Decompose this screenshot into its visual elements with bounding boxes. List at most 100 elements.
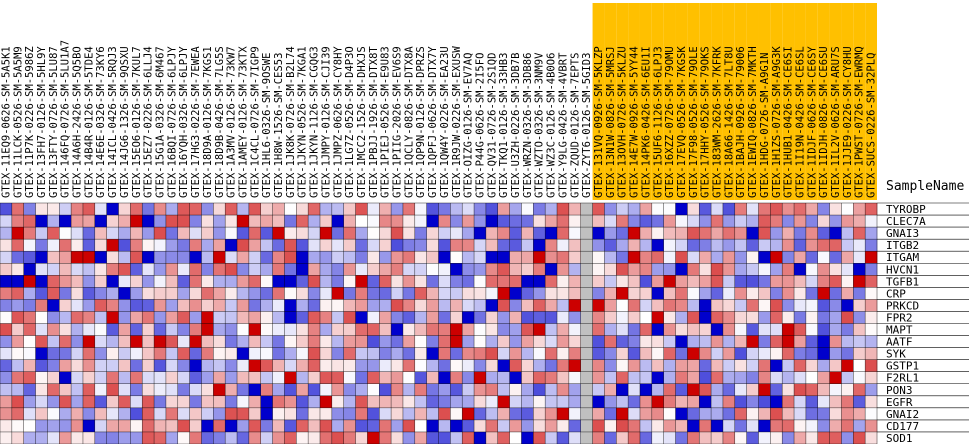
heatmap-cell bbox=[94, 431, 107, 444]
heatmap-cell bbox=[189, 395, 202, 409]
heatmap-cell bbox=[130, 215, 143, 228]
heatmap-cell bbox=[355, 335, 368, 348]
heatmap-cell bbox=[794, 203, 807, 216]
heatmap-cell bbox=[651, 359, 664, 372]
sample-label: GTEX-1QCLY-0826-SM-DTX8A bbox=[403, 46, 415, 198]
heatmap-cell bbox=[497, 251, 510, 264]
heatmap-cell bbox=[106, 395, 119, 409]
sample-highlight-bg bbox=[746, 3, 759, 200]
heatmap-cell bbox=[758, 347, 771, 360]
heatmap-cell bbox=[841, 359, 854, 372]
heatmap-cell bbox=[782, 323, 795, 336]
heatmap-cell bbox=[414, 263, 427, 276]
heatmap-cell bbox=[189, 323, 202, 336]
heatmap-cell bbox=[533, 407, 546, 421]
heatmap-cell bbox=[782, 227, 795, 240]
heatmap-cell bbox=[509, 431, 522, 444]
sample-label: GTEX-1I19N-0426-SM-CE6SL bbox=[794, 46, 806, 198]
heatmap-cell bbox=[130, 251, 143, 264]
heatmap-cell bbox=[794, 359, 807, 372]
heatmap-cell bbox=[521, 347, 534, 360]
heatmap-cell bbox=[533, 299, 546, 312]
heatmap-cell bbox=[734, 371, 747, 385]
heatmap-cell bbox=[11, 359, 25, 372]
heatmap-cell bbox=[651, 323, 664, 336]
heatmap-cell bbox=[296, 227, 309, 240]
heatmap-cell bbox=[391, 203, 404, 216]
heatmap-cell bbox=[770, 287, 783, 300]
heatmap-cell bbox=[284, 275, 297, 288]
heatmap-cell bbox=[841, 311, 854, 324]
heatmap-cell bbox=[308, 311, 321, 324]
heatmap-cell bbox=[545, 227, 558, 240]
heatmap-cell bbox=[675, 287, 688, 300]
heatmap-cell bbox=[841, 407, 854, 421]
heatmap-cell bbox=[11, 287, 25, 300]
heatmap-cell bbox=[272, 395, 285, 409]
heatmap-cell bbox=[343, 287, 356, 300]
heatmap-cell bbox=[130, 227, 143, 240]
sample-highlight-bg bbox=[687, 3, 700, 200]
heatmap-cell bbox=[782, 215, 795, 228]
heatmap-cell bbox=[47, 335, 60, 348]
heatmap-cell bbox=[35, 383, 48, 397]
heatmap-cell bbox=[47, 215, 60, 228]
heatmap-cell bbox=[82, 239, 96, 252]
heatmap-cell bbox=[248, 239, 262, 252]
heatmap-cell bbox=[580, 395, 593, 409]
heatmap-cell bbox=[82, 371, 96, 385]
heatmap-cell bbox=[379, 431, 392, 444]
heatmap-cell bbox=[699, 239, 712, 252]
sample-label: GTEX-1C4CL-0726-SM-7IGP9 bbox=[249, 46, 261, 198]
heatmap-cell bbox=[367, 335, 380, 348]
heatmap-cell bbox=[106, 407, 119, 421]
heatmap-cell bbox=[177, 383, 190, 397]
heatmap-cell bbox=[604, 407, 617, 421]
heatmap-cell bbox=[675, 275, 688, 288]
heatmap-cell bbox=[367, 227, 380, 240]
heatmap-cell bbox=[426, 311, 439, 324]
heatmap-cell bbox=[343, 407, 356, 421]
heatmap-cell bbox=[817, 311, 830, 324]
heatmap-cell bbox=[604, 203, 617, 216]
heatmap-cell bbox=[47, 227, 60, 240]
heatmap-cell bbox=[557, 311, 570, 324]
gene-label: TYROBP bbox=[886, 203, 926, 216]
heatmap-cell bbox=[130, 371, 143, 385]
heatmap-cell bbox=[296, 275, 309, 288]
heatmap-cell bbox=[213, 371, 226, 385]
heatmap-cell bbox=[782, 335, 795, 348]
sample-label: GTEX-18A66-1426-SM-7LT8U bbox=[723, 46, 735, 198]
sample-label: GTEX-17HHY-0526-SM-79OKS bbox=[700, 46, 712, 198]
heatmap-cell bbox=[616, 287, 629, 300]
heatmap-cell bbox=[35, 407, 48, 421]
heatmap-cell bbox=[687, 419, 700, 433]
heatmap-cell bbox=[592, 395, 605, 409]
heatmap-cell bbox=[865, 335, 878, 348]
heatmap-cell bbox=[248, 215, 262, 228]
heatmap-cell bbox=[474, 251, 487, 264]
heatmap-cell bbox=[379, 395, 392, 409]
heatmap-cell bbox=[794, 239, 807, 252]
heatmap-cell bbox=[474, 275, 487, 288]
heatmap-cell bbox=[557, 323, 570, 336]
heatmap-cell bbox=[248, 335, 262, 348]
heatmap-cell bbox=[438, 359, 451, 372]
heatmap-cell bbox=[580, 227, 593, 240]
heatmap-cell bbox=[0, 347, 13, 360]
heatmap-cell bbox=[817, 239, 830, 252]
heatmap-cell bbox=[557, 227, 570, 240]
heatmap-cell bbox=[426, 431, 439, 444]
heatmap-cell bbox=[794, 227, 807, 240]
heatmap-cell bbox=[23, 371, 36, 385]
heatmap-cell bbox=[142, 335, 155, 348]
heatmap-cell bbox=[319, 287, 333, 300]
heatmap-cell bbox=[355, 263, 368, 276]
heatmap-cell bbox=[722, 299, 736, 312]
heatmap-cell bbox=[0, 239, 13, 252]
heatmap-cell bbox=[367, 395, 380, 409]
heatmap-cell bbox=[296, 263, 309, 276]
heatmap-cell bbox=[438, 371, 451, 385]
heatmap-cell bbox=[722, 215, 736, 228]
heatmap-cell bbox=[426, 251, 439, 264]
